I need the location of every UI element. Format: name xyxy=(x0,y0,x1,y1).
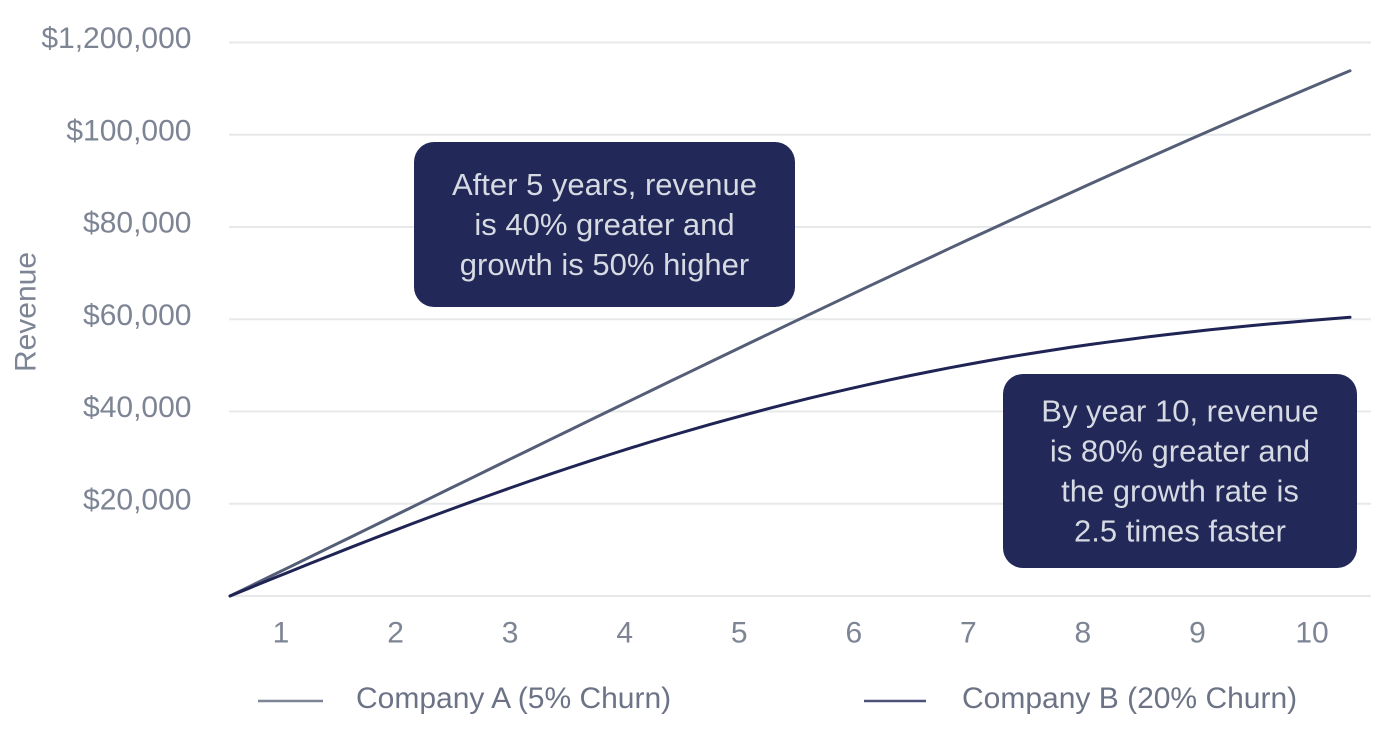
svg-text:By year 10, revenue: By year 10, revenue xyxy=(1041,394,1318,429)
svg-text:$40,000: $40,000 xyxy=(83,391,191,424)
svg-text:$1,200,000: $1,200,000 xyxy=(41,22,191,55)
svg-text:$60,000: $60,000 xyxy=(83,299,191,332)
svg-text:the growth rate is: the growth rate is xyxy=(1061,474,1299,509)
svg-text:After 5 years, revenue: After 5 years, revenue xyxy=(452,167,757,202)
svg-text:is 40% greater and: is 40% greater and xyxy=(474,207,734,242)
svg-text:$20,000: $20,000 xyxy=(83,483,191,516)
svg-text:7: 7 xyxy=(960,617,977,650)
svg-text:is 80% greater and: is 80% greater and xyxy=(1050,434,1310,469)
svg-text:10: 10 xyxy=(1295,617,1328,650)
svg-text:6: 6 xyxy=(845,617,862,650)
svg-text:growth is 50% higher: growth is 50% higher xyxy=(460,247,750,282)
svg-text:4: 4 xyxy=(616,617,633,650)
svg-text:2.5 times faster: 2.5 times faster xyxy=(1074,514,1286,549)
svg-text:Company A (5% Churn): Company A (5% Churn) xyxy=(356,682,671,715)
svg-text:3: 3 xyxy=(502,617,519,650)
svg-text:9: 9 xyxy=(1189,617,1206,650)
svg-text:5: 5 xyxy=(731,617,748,650)
svg-text:$80,000: $80,000 xyxy=(83,207,191,240)
svg-text:Revenue: Revenue xyxy=(10,252,43,372)
svg-text:8: 8 xyxy=(1075,617,1092,650)
svg-text:Company B (20% Churn): Company B (20% Churn) xyxy=(962,682,1297,715)
svg-text:$100,000: $100,000 xyxy=(66,114,191,147)
svg-text:2: 2 xyxy=(387,617,404,650)
svg-text:1: 1 xyxy=(273,617,290,650)
